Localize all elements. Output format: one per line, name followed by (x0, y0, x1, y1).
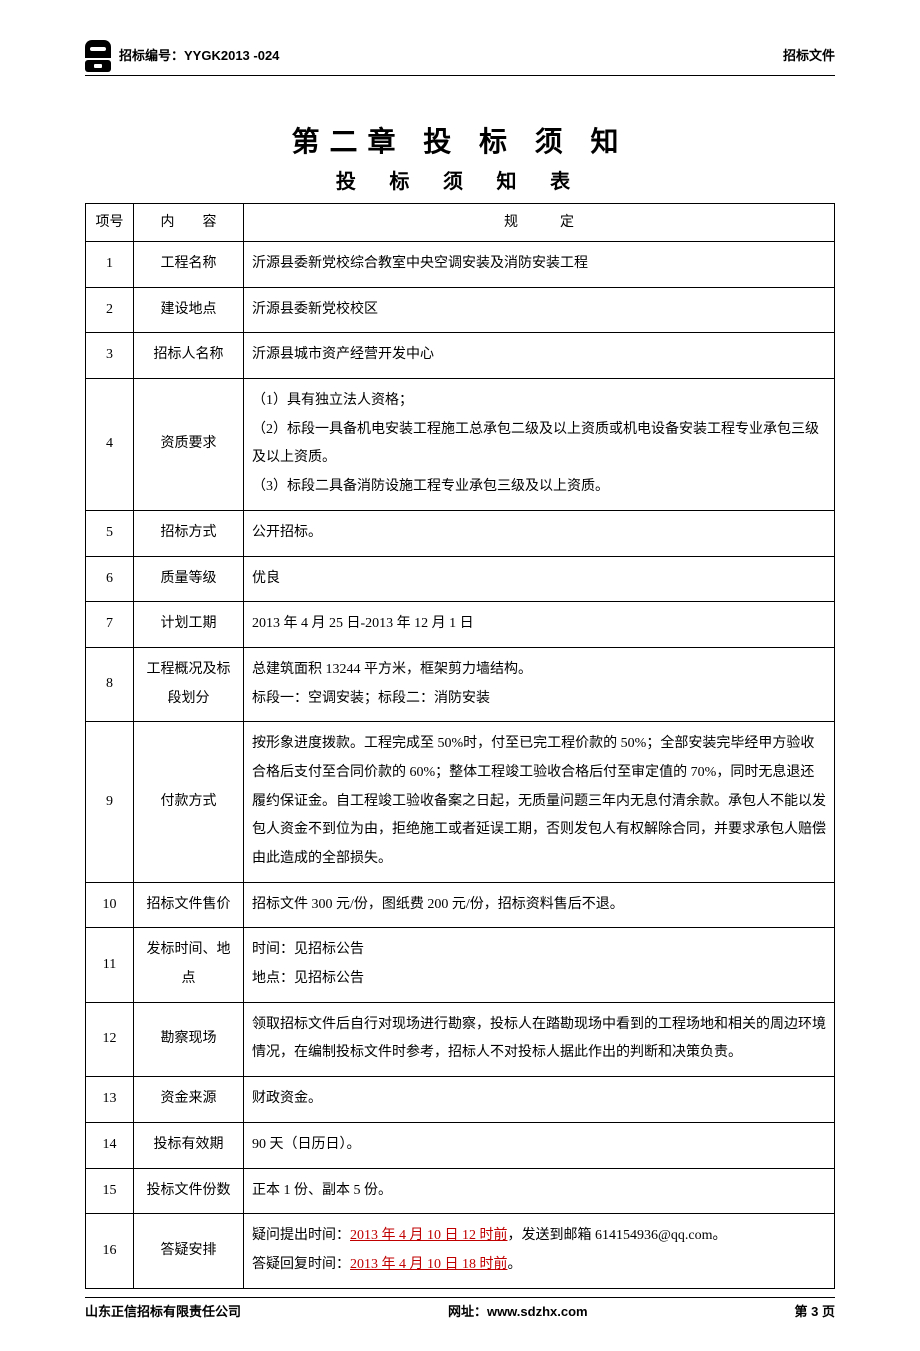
header-left: 招标编号：YYGK2013 -024 (85, 40, 279, 72)
bidding-notice-table: 项号 内 容 规 定 1工程名称沂源县委新党校综合教室中央空调安装及消防安装工程… (85, 203, 835, 1289)
row-label: 投标有效期 (134, 1122, 244, 1168)
row-label: 招标人名称 (134, 333, 244, 379)
header-col-num: 项号 (86, 204, 134, 242)
row-number: 3 (86, 333, 134, 379)
deadline-text: 2013 年 4 月 10 日 12 时前 (350, 1228, 508, 1243)
row-number: 1 (86, 242, 134, 288)
table-row: 10招标文件售价招标文件 300 元/份，图纸费 200 元/份，招标资料售后不… (86, 882, 835, 928)
deadline-text: 2013 年 4 月 10 日 18 时前 (350, 1257, 508, 1272)
bid-number: 招标编号：YYGK2013 -024 (119, 46, 279, 66)
footer-page: 第 3 页 (795, 1302, 835, 1322)
row-content: 沂源县城市资产经营开发中心 (244, 333, 835, 379)
row-label: 勘察现场 (134, 1002, 244, 1076)
table-row: 1工程名称沂源县委新党校综合教室中央空调安装及消防安装工程 (86, 242, 835, 288)
row-number: 2 (86, 287, 134, 333)
row-label: 建设地点 (134, 287, 244, 333)
row-content: 招标文件 300 元/份，图纸费 200 元/份，招标资料售后不退。 (244, 882, 835, 928)
row-label: 招标文件售价 (134, 882, 244, 928)
table-row: 9付款方式按形象进度拨款。工程完成至 50%时，付至已完工程价款的 50%；全部… (86, 722, 835, 882)
table-row: 8工程概况及标段划分总建筑面积 13244 平方米，框架剪力墙结构。标段一：空调… (86, 647, 835, 721)
page-footer: 山东正信招标有限责任公司 网址：www.sdzhx.com 第 3 页 (85, 1297, 835, 1322)
table-row: 2建设地点沂源县委新党校校区 (86, 287, 835, 333)
table-row: 7计划工期2013 年 4 月 25 日-2013 年 12 月 1 日 (86, 602, 835, 648)
row-number: 13 (86, 1077, 134, 1123)
row-label: 计划工期 (134, 602, 244, 648)
row-content: 优良 (244, 556, 835, 602)
row-label: 招标方式 (134, 510, 244, 556)
row-number: 12 (86, 1002, 134, 1076)
row-content: 90 天（日历日）。 (244, 1122, 835, 1168)
row-label: 发标时间、地点 (134, 928, 244, 1002)
table-row: 4资质要求（1）具有独立法人资格；（2）标段一具备机电安装工程施工总承包二级及以… (86, 379, 835, 511)
row-content: 领取招标文件后自行对现场进行勘察，投标人在踏勘现场中看到的工程场地和相关的周边环… (244, 1002, 835, 1076)
row-label: 答疑安排 (134, 1214, 244, 1288)
page-header: 招标编号：YYGK2013 -024 招标文件 (85, 40, 835, 76)
row-content: 疑问提出时间：2013 年 4 月 10 日 12 时前，发送到邮箱 61415… (244, 1214, 835, 1288)
row-label: 工程名称 (134, 242, 244, 288)
row-content: 总建筑面积 13244 平方米，框架剪力墙结构。标段一：空调安装；标段二：消防安… (244, 647, 835, 721)
row-number: 10 (86, 882, 134, 928)
row-content: 正本 1 份、副本 5 份。 (244, 1168, 835, 1214)
footer-company: 山东正信招标有限责任公司 (85, 1302, 241, 1322)
row-content: 沂源县委新党校综合教室中央空调安装及消防安装工程 (244, 242, 835, 288)
row-number: 15 (86, 1168, 134, 1214)
logo-icon (85, 40, 111, 72)
row-number: 9 (86, 722, 134, 882)
header-col-label: 内 容 (134, 204, 244, 242)
table-row: 15投标文件份数正本 1 份、副本 5 份。 (86, 1168, 835, 1214)
subtitle: 投 标 须 知 表 (85, 167, 835, 197)
row-number: 11 (86, 928, 134, 1002)
footer-url: 网址：www.sdzhx.com (448, 1302, 588, 1322)
chapter-title: 第二章 投 标 须 知 (85, 121, 835, 163)
row-number: 6 (86, 556, 134, 602)
table-row: 5招标方式公开招标。 (86, 510, 835, 556)
row-content: 沂源县委新党校校区 (244, 287, 835, 333)
table-header-row: 项号 内 容 规 定 (86, 204, 835, 242)
row-number: 14 (86, 1122, 134, 1168)
row-content: 按形象进度拨款。工程完成至 50%时，付至已完工程价款的 50%；全部安装完毕经… (244, 722, 835, 882)
table-row: 11发标时间、地点时间：见招标公告地点：见招标公告 (86, 928, 835, 1002)
row-content: 时间：见招标公告地点：见招标公告 (244, 928, 835, 1002)
row-number: 4 (86, 379, 134, 511)
row-label: 质量等级 (134, 556, 244, 602)
header-col-content: 规 定 (244, 204, 835, 242)
row-label: 投标文件份数 (134, 1168, 244, 1214)
row-number: 8 (86, 647, 134, 721)
row-label: 资质要求 (134, 379, 244, 511)
row-number: 7 (86, 602, 134, 648)
row-label: 工程概况及标段划分 (134, 647, 244, 721)
row-content: （1）具有独立法人资格；（2）标段一具备机电安装工程施工总承包二级及以上资质或机… (244, 379, 835, 511)
row-number: 5 (86, 510, 134, 556)
row-content: 公开招标。 (244, 510, 835, 556)
table-row: 16答疑安排疑问提出时间：2013 年 4 月 10 日 12 时前，发送到邮箱… (86, 1214, 835, 1288)
table-row: 13资金来源财政资金。 (86, 1077, 835, 1123)
table-row: 3招标人名称沂源县城市资产经营开发中心 (86, 333, 835, 379)
table-row: 14投标有效期90 天（日历日）。 (86, 1122, 835, 1168)
row-label: 资金来源 (134, 1077, 244, 1123)
row-content: 2013 年 4 月 25 日-2013 年 12 月 1 日 (244, 602, 835, 648)
row-number: 16 (86, 1214, 134, 1288)
row-content: 财政资金。 (244, 1077, 835, 1123)
table-row: 12勘察现场领取招标文件后自行对现场进行勘察，投标人在踏勘现场中看到的工程场地和… (86, 1002, 835, 1076)
row-label: 付款方式 (134, 722, 244, 882)
doc-type-label: 招标文件 (783, 46, 835, 66)
table-row: 6质量等级优良 (86, 556, 835, 602)
